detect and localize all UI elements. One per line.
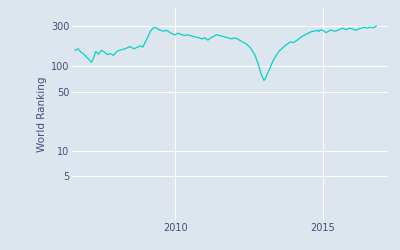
Y-axis label: World Ranking: World Ranking: [37, 76, 47, 152]
